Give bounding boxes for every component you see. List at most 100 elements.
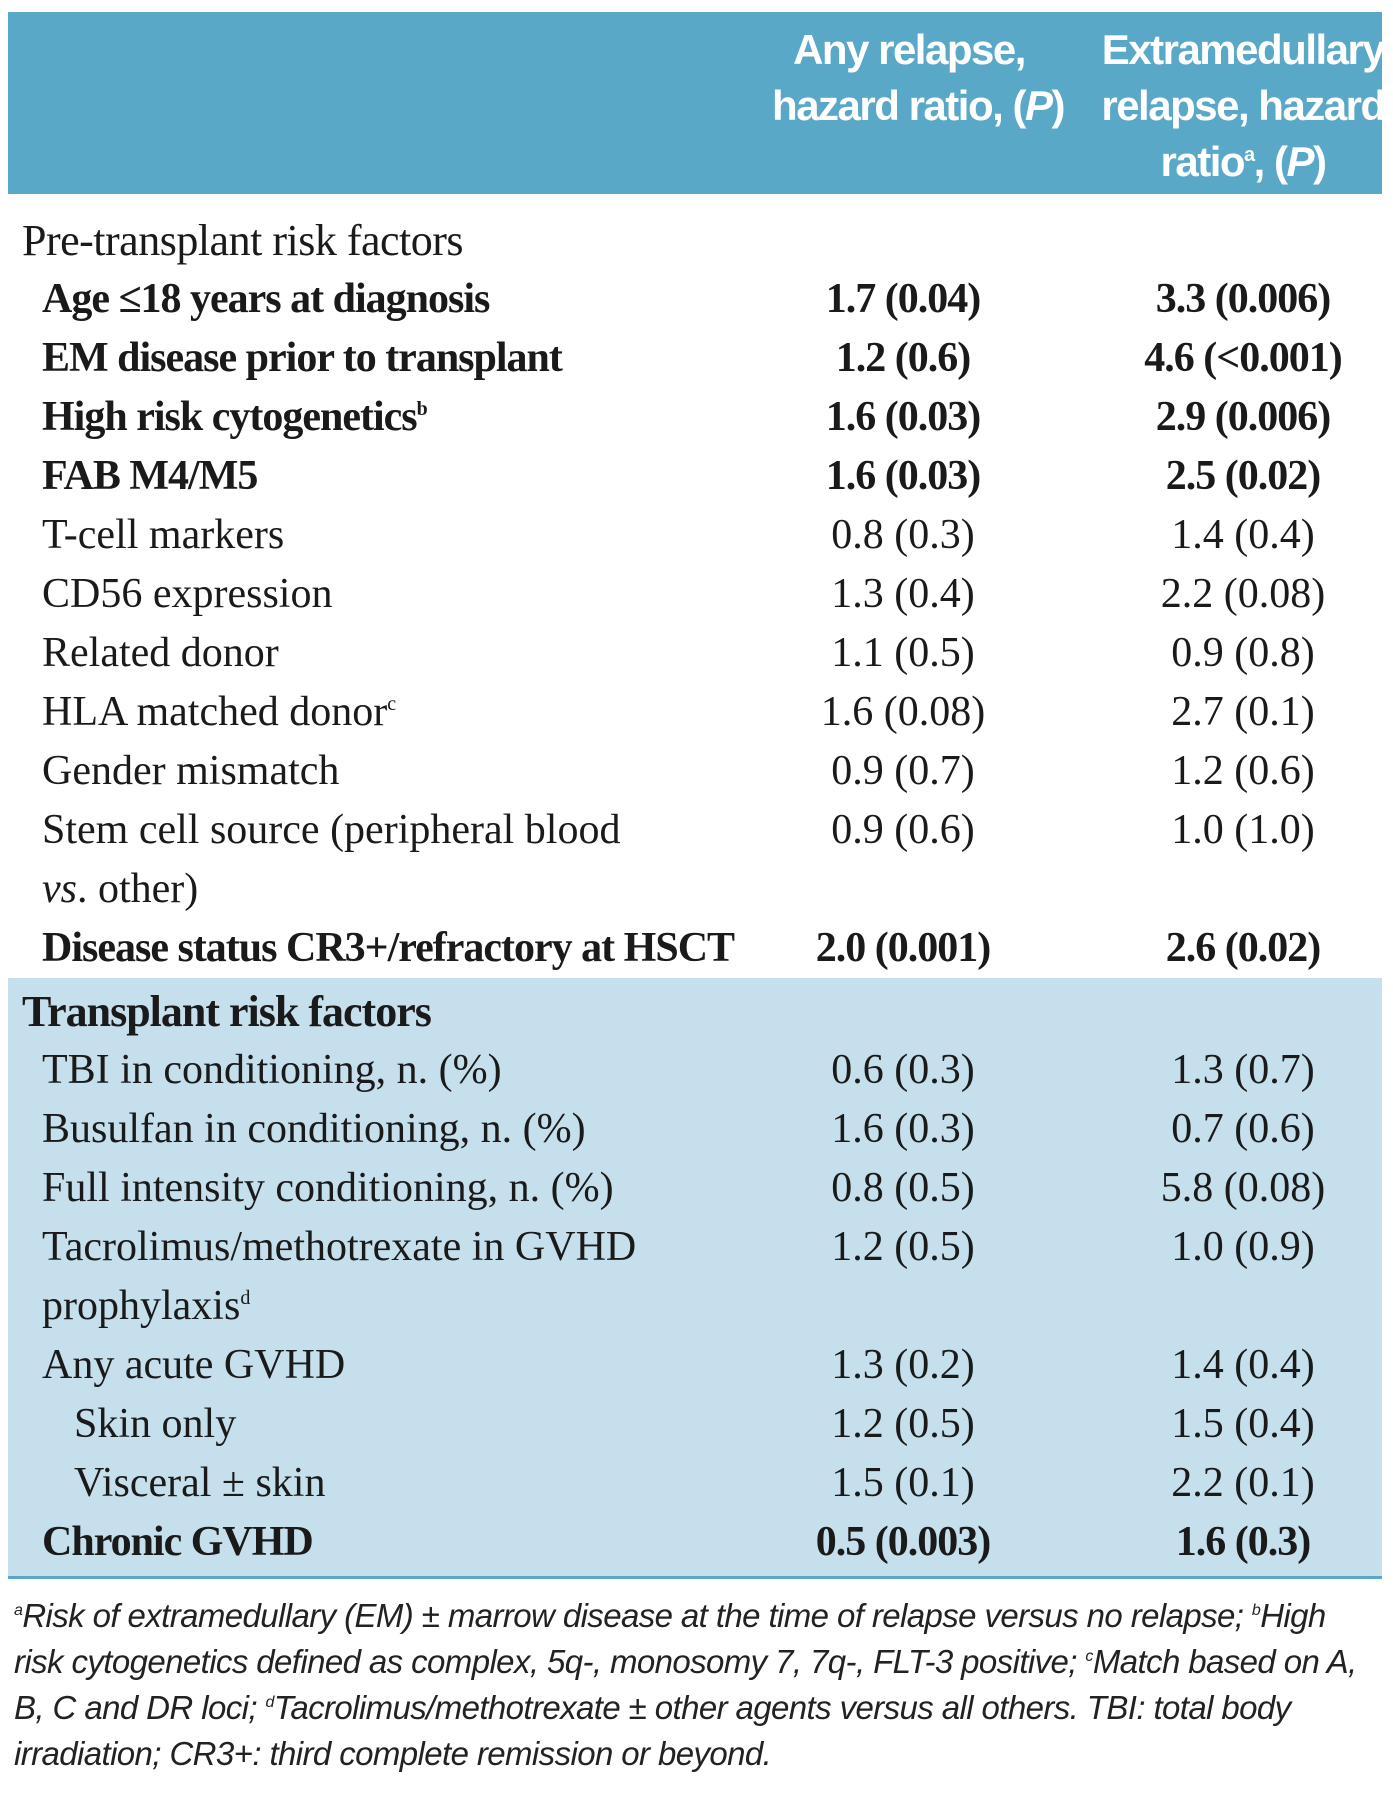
row-label: High risk cytogeneticsb	[8, 388, 732, 447]
footnote-marker: b	[1251, 1602, 1261, 1619]
header-text: ratio	[1160, 138, 1246, 185]
any-relapse-value: 1.6 (0.08)	[820, 689, 986, 735]
footnote-a: Risk of extramedullary (EM) ± marrow dis…	[22, 1597, 1244, 1634]
em-relapse-value: 4.6 (<0.001)	[1144, 335, 1342, 381]
em-relapse-value: 0.9 (0.8)	[1171, 630, 1315, 676]
header-p: P	[1024, 82, 1053, 129]
any-relapse-value: 1.2 (0.5)	[831, 1224, 975, 1270]
header-line: relapse, hazard	[1101, 82, 1386, 129]
table-row: Gender mismatch 0.9 (0.7) 1.2 (0.6)	[8, 742, 1382, 801]
row-label: Busulfan in conditioning, n. (%)	[42, 1106, 586, 1152]
pre-transplant-section: Pre-transplant risk factors Age ≤18 year…	[8, 197, 1382, 978]
section-title: Transplant risk factors	[22, 987, 432, 1036]
header-text: )	[1051, 82, 1065, 129]
row-label-text: Tacrolimus/methotrexate in GVHD	[42, 1224, 637, 1270]
row-label: Age ≤18 years at diagnosis	[42, 276, 490, 322]
column-header-any-relapse: Any relapse, hazard ratio, (P)	[753, 22, 1083, 134]
row-label-text: HLA matched donor	[42, 689, 388, 735]
footnote-marker: a	[14, 1602, 23, 1619]
table-row: Stem cell source (peripheral blood vs. ot…	[8, 801, 1382, 919]
row-label-text: High risk cytogenetics	[42, 394, 418, 440]
any-relapse-value: 1.2 (0.6)	[835, 335, 971, 381]
table-row: TBI in conditioning, n. (%) 0.6 (0.3) 1.…	[8, 1041, 1382, 1100]
table-row: EM disease prior to transplant 1.2 (0.6)…	[8, 329, 1382, 388]
table-header: Any relapse, hazard ratio, (P) Extramedu…	[8, 12, 1386, 197]
em-relapse-value: 0.7 (0.6)	[1171, 1106, 1315, 1152]
footnote-marker: b	[416, 398, 428, 420]
em-relapse-value: 5.8 (0.08)	[1160, 1165, 1326, 1211]
row-label-text: vs	[42, 866, 77, 912]
em-relapse-value: 1.6 (0.3)	[1175, 1519, 1311, 1565]
table-row: FAB M4/M5 1.6 (0.03) 2.5 (0.02)	[8, 447, 1382, 506]
row-label: Related donor	[42, 630, 279, 676]
row-label: FAB M4/M5	[42, 453, 258, 499]
any-relapse-value: 0.6 (0.3)	[831, 1047, 975, 1093]
row-label: HLA matched donorc	[8, 683, 732, 742]
em-relapse-value: 1.4 (0.4)	[1171, 1342, 1315, 1388]
em-relapse-value: 2.9 (0.006)	[1155, 394, 1331, 440]
header-line: Any relapse,	[793, 26, 1026, 73]
any-relapse-value: 1.3 (0.2)	[831, 1342, 975, 1388]
em-relapse-value: 1.5 (0.4)	[1171, 1401, 1315, 1447]
column-header-extramedullary-relapse: Extramedullary relapse, hazard ratioa, (…	[1098, 22, 1388, 190]
header-text: )	[1312, 138, 1327, 185]
table-row: Related donor 1.1 (0.5) 0.9 (0.8)	[8, 624, 1382, 683]
em-relapse-value: 2.6 (0.02)	[1165, 925, 1321, 971]
table-footnotes: aRisk of extramedullary (EM) ± marrow di…	[8, 1593, 1382, 1777]
footnote-marker: d	[240, 1287, 251, 1309]
row-label: Tacrolimus/methotrexate in GVHD prophylax…	[8, 1218, 732, 1336]
any-relapse-value: 0.9 (0.6)	[831, 807, 975, 853]
header-line: hazard ratio, (P)	[753, 78, 1083, 134]
row-label: CD56 expression	[42, 571, 333, 617]
row-label: TBI in conditioning, n. (%)	[42, 1047, 502, 1093]
footnote-b: High risk cytogenetics defined as comple…	[14, 1597, 1326, 1680]
footnote-marker: c	[387, 693, 397, 715]
any-relapse-value: 2.0 (0.001)	[815, 925, 991, 971]
table-row: Tacrolimus/methotrexate in GVHD prophylax…	[8, 1218, 1382, 1336]
any-relapse-value: 1.3 (0.4)	[831, 571, 975, 617]
any-relapse-value: 1.2 (0.5)	[831, 1401, 975, 1447]
table-row: HLA matched donorc 1.6 (0.08) 2.7 (0.1)	[8, 683, 1382, 742]
em-relapse-value: 1.4 (0.4)	[1171, 512, 1315, 558]
header-p: P	[1286, 138, 1314, 185]
table-row: Chronic GVHD 0.5 (0.003) 1.6 (0.3)	[8, 1513, 1382, 1572]
any-relapse-value: 0.8 (0.5)	[831, 1165, 975, 1211]
header-line: Extramedullary	[1101, 26, 1386, 73]
em-relapse-value: 2.2 (0.08)	[1160, 571, 1326, 617]
any-relapse-value: 1.1 (0.5)	[831, 630, 975, 676]
hazard-ratio-table: Any relapse, hazard ratio, (P) Extramedu…	[8, 12, 1386, 1777]
any-relapse-value: 0.5 (0.003)	[815, 1519, 991, 1565]
section-title: Pre-transplant risk factors	[22, 216, 464, 265]
row-label: Stem cell source (peripheral blood vs. ot…	[8, 801, 732, 919]
row-label: Gender mismatch	[42, 748, 340, 794]
header-text: , (	[1253, 138, 1288, 185]
em-relapse-value: 2.2 (0.1)	[1171, 1460, 1315, 1506]
row-label-text: Stem cell source (peripheral blood	[42, 807, 621, 853]
any-relapse-value: 1.6 (0.3)	[831, 1106, 975, 1152]
table-row: Any acute GVHD 1.3 (0.2) 1.4 (0.4)	[8, 1336, 1382, 1395]
em-relapse-value: 1.0 (1.0)	[1171, 807, 1315, 853]
row-label: Skin only	[74, 1401, 237, 1447]
em-relapse-value: 1.3 (0.7)	[1171, 1047, 1315, 1093]
row-label-text: prophylaxis	[42, 1283, 241, 1329]
table-row: Age ≤18 years at diagnosis 1.7 (0.04) 3.…	[8, 270, 1382, 329]
header-line: ratioa, (P)	[1098, 134, 1388, 190]
footnote-abbreviations: TBI: total body irradiation; CR3+: third…	[14, 1689, 1291, 1772]
any-relapse-value: 0.8 (0.3)	[831, 512, 975, 558]
any-relapse-value: 1.5 (0.1)	[831, 1460, 975, 1506]
table-row: High risk cytogeneticsb 1.6 (0.03) 2.9 (…	[8, 388, 1382, 447]
transplant-section: Transplant risk factors TBI in condition…	[8, 978, 1382, 1576]
table-row: T-cell markers 0.8 (0.3) 1.4 (0.4)	[8, 506, 1382, 565]
table-row: Disease status CR3+/refractory at HSCT 2…	[8, 919, 1382, 978]
footnote-marker: d	[265, 1694, 274, 1711]
em-relapse-value: 3.3 (0.006)	[1155, 276, 1331, 322]
row-label: Disease status CR3+/refractory at HSCT	[42, 925, 735, 971]
row-label: Full intensity conditioning, n. (%)	[42, 1165, 614, 1211]
row-label: Chronic GVHD	[42, 1519, 314, 1565]
em-relapse-value: 2.5 (0.02)	[1165, 453, 1321, 499]
header-superscript: a	[1244, 144, 1255, 166]
table-bottom-rule	[8, 1576, 1382, 1579]
em-relapse-value: 1.0 (0.9)	[1171, 1224, 1315, 1270]
table-row: Full intensity conditioning, n. (%) 0.8 …	[8, 1159, 1382, 1218]
any-relapse-value: 1.6 (0.03)	[825, 394, 981, 440]
